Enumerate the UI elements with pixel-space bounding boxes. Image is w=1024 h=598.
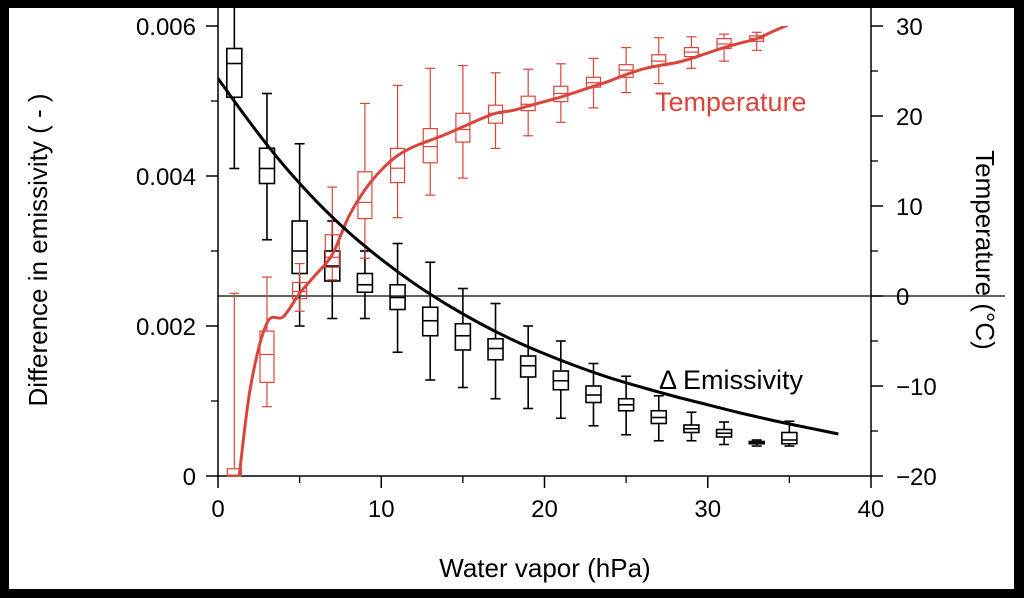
right-y-tick-label: 0 [896, 284, 909, 311]
emissivity-box-x23 [585, 362, 602, 427]
emissivity-box [226, 47, 243, 99]
emissivity-box [356, 272, 374, 294]
emissivity-fit-curve [218, 77, 839, 436]
temperature-box-x25 [618, 46, 634, 94]
temperature-box-x11 [389, 84, 406, 219]
temperature-box [422, 128, 438, 164]
x-tick-label: 10 [368, 496, 395, 523]
curves [218, 26, 839, 476]
emissivity-box [454, 322, 472, 351]
emissivity-box-x33 [748, 439, 766, 447]
temperature-box-x17 [487, 72, 504, 149]
emissivity-box-x25 [617, 375, 635, 436]
temperature-box-x5 [292, 263, 308, 312]
left-y-tick-label: 0.002 [136, 314, 196, 341]
temperature-box [292, 281, 308, 300]
temperature-mean-curve [237, 26, 790, 476]
emissivity-box-x1 [226, 0, 243, 170]
right-y-tick-label: 20 [896, 104, 923, 131]
left-y-tick-label: 0.004 [136, 164, 196, 191]
x-tick-label: 20 [531, 496, 558, 523]
emissivity-box-x3 [258, 92, 276, 241]
left-y-tick-label: 0.006 [136, 14, 196, 41]
x-axis-title: Water vapor (hPa) [439, 553, 650, 583]
temperature-box-x29 [683, 36, 700, 69]
emissivity-box-x15 [454, 287, 472, 389]
temperature-box [259, 330, 275, 384]
emissivity-series-label: Δ Emissivity [659, 365, 804, 395]
figure-frame [9, 8, 1014, 589]
right-y-tick-label: −10 [896, 374, 937, 401]
emissivity-box-x27 [650, 394, 668, 442]
x-tick-label: 30 [694, 496, 721, 523]
x-tick-label: 0 [211, 496, 224, 523]
emissivity-box [258, 147, 276, 185]
x-tick-label: 40 [858, 496, 885, 523]
emissivity-box-x19 [519, 325, 537, 410]
emissivity-box-x11 [389, 242, 406, 354]
temperature-box-x13 [422, 67, 438, 196]
emissivity-box-x13 [421, 261, 439, 381]
temperature-box [389, 147, 406, 184]
temperature-box [357, 171, 373, 220]
temperature-box-x9 [357, 102, 373, 259]
left-y-axis-title: Difference in emissivity ( - ) [23, 93, 53, 406]
right-y-tick-label: 10 [896, 194, 923, 221]
emissivity-box-x21 [552, 340, 570, 420]
temperature-box-x19 [520, 68, 536, 137]
left-y-tick-label: 0 [183, 464, 196, 491]
temperature-box [455, 112, 471, 143]
temperature-box-x7 [324, 186, 340, 281]
emissivity-box-x29 [683, 411, 700, 442]
emissivity-box-x9 [356, 250, 374, 320]
temperature-box-x27 [651, 37, 667, 85]
axes: 0 10 20 30 40 0 0.002 0.004 0.006 −20 −10 0 10 20 30 [136, 6, 937, 523]
right-y-tick-label: 30 [896, 14, 923, 41]
temperature-box-x21 [553, 63, 569, 123]
temperature-box-x15 [455, 64, 471, 179]
temperature-box-x1 [226, 292, 242, 477]
emissivity-box [781, 431, 798, 445]
right-y-tick-label: −20 [896, 464, 937, 491]
emissivity-box-x31 [715, 421, 733, 446]
emissivity-box-x17 [487, 302, 504, 400]
temperature-box [226, 468, 242, 477]
temperature-series-label: Temperature [655, 87, 807, 117]
temperature-box [324, 234, 340, 268]
right-y-axis-title: Temperature (°C) [970, 150, 1000, 350]
